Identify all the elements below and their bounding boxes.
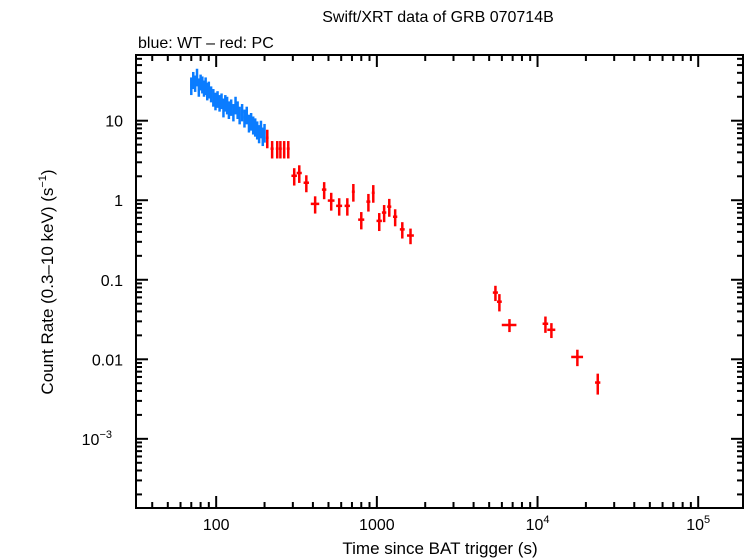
- data-point-wt: [191, 71, 195, 90]
- data-point-wt: [220, 93, 223, 110]
- x-tick-label: 104: [526, 514, 550, 534]
- data-point-wt: [236, 101, 239, 120]
- data-point-pc: [265, 129, 269, 149]
- data-point-pc: [351, 183, 355, 202]
- data-point-wt: [263, 123, 266, 143]
- data-point-pc: [336, 198, 343, 216]
- data-point-pc: [492, 285, 498, 302]
- data-point-wt: [207, 81, 211, 99]
- data-point-pc: [381, 205, 387, 223]
- x-tick-label: 105: [686, 514, 710, 534]
- plot-frame: [135, 54, 744, 509]
- data-point-wt: [212, 89, 215, 107]
- x-tick-label: 1000: [359, 517, 395, 534]
- data-point-wt: [209, 86, 213, 103]
- y-tick-label: 0.1: [101, 273, 123, 290]
- data-point-pc: [321, 182, 327, 200]
- data-point-wt: [218, 95, 221, 112]
- y-axis-label-sup: −1: [37, 175, 49, 188]
- data-point-pc: [310, 196, 320, 214]
- data-point-wt: [216, 91, 219, 108]
- chart-subtitle: blue: WT – red: PC: [138, 35, 274, 52]
- y-axis-label: Count Rate (0.3–10 keV) (s−1): [37, 169, 57, 394]
- x-axis-label: Time since BAT trigger (s): [342, 539, 537, 558]
- data-point-wt: [195, 68, 199, 87]
- y-tick-label: 10: [105, 114, 123, 131]
- data-point-wt: [227, 101, 231, 120]
- data-point-pc: [327, 192, 335, 211]
- data-point-pc: [366, 193, 371, 212]
- y-tick-label: 0.01: [92, 352, 123, 369]
- data-point-wt: [190, 77, 193, 96]
- data-point-pc: [275, 141, 279, 159]
- data-point-wt: [229, 99, 233, 116]
- data-point-wt: [234, 96, 237, 115]
- data-point-pc: [358, 212, 365, 230]
- data-point-pc: [291, 168, 297, 186]
- data-point-wt: [238, 106, 241, 125]
- data-point-pc: [595, 373, 601, 395]
- data-point-wt: [243, 109, 246, 128]
- data-point-pc: [542, 316, 549, 333]
- data-point-pc: [392, 209, 398, 227]
- data-point-pc: [399, 222, 405, 239]
- data-point-pc: [371, 185, 375, 203]
- data-point-wt: [253, 118, 257, 137]
- data-point-pc: [547, 323, 556, 339]
- data-point-wt: [240, 104, 244, 122]
- data-point-pc: [296, 165, 302, 183]
- x-tick-label: 100: [203, 517, 230, 534]
- chart-title: Swift/XRT data of GRB 070714B: [322, 9, 554, 26]
- data-point-pc: [387, 198, 392, 217]
- data-point-wt: [214, 92, 217, 111]
- data-point-pc: [406, 228, 414, 245]
- data-point-pc: [501, 319, 517, 333]
- data-point-wt: [251, 116, 255, 135]
- y-tick-label: 1: [114, 193, 123, 210]
- data-point-pc: [278, 141, 282, 159]
- data-point-pc: [571, 349, 584, 367]
- data-point-pc: [344, 198, 350, 216]
- data-point-pc: [376, 213, 382, 232]
- data-point-wt: [249, 112, 253, 131]
- y-tick-label: 10−3: [82, 429, 112, 449]
- data-point-wt: [247, 114, 251, 133]
- data-point-pc: [282, 141, 286, 159]
- data-point-pc: [496, 294, 502, 312]
- data-point-pc: [270, 141, 274, 159]
- data-point-pc: [303, 175, 309, 193]
- data-point-wt: [245, 106, 249, 125]
- data-point-wt: [232, 104, 235, 122]
- data-point-pc: [286, 141, 290, 159]
